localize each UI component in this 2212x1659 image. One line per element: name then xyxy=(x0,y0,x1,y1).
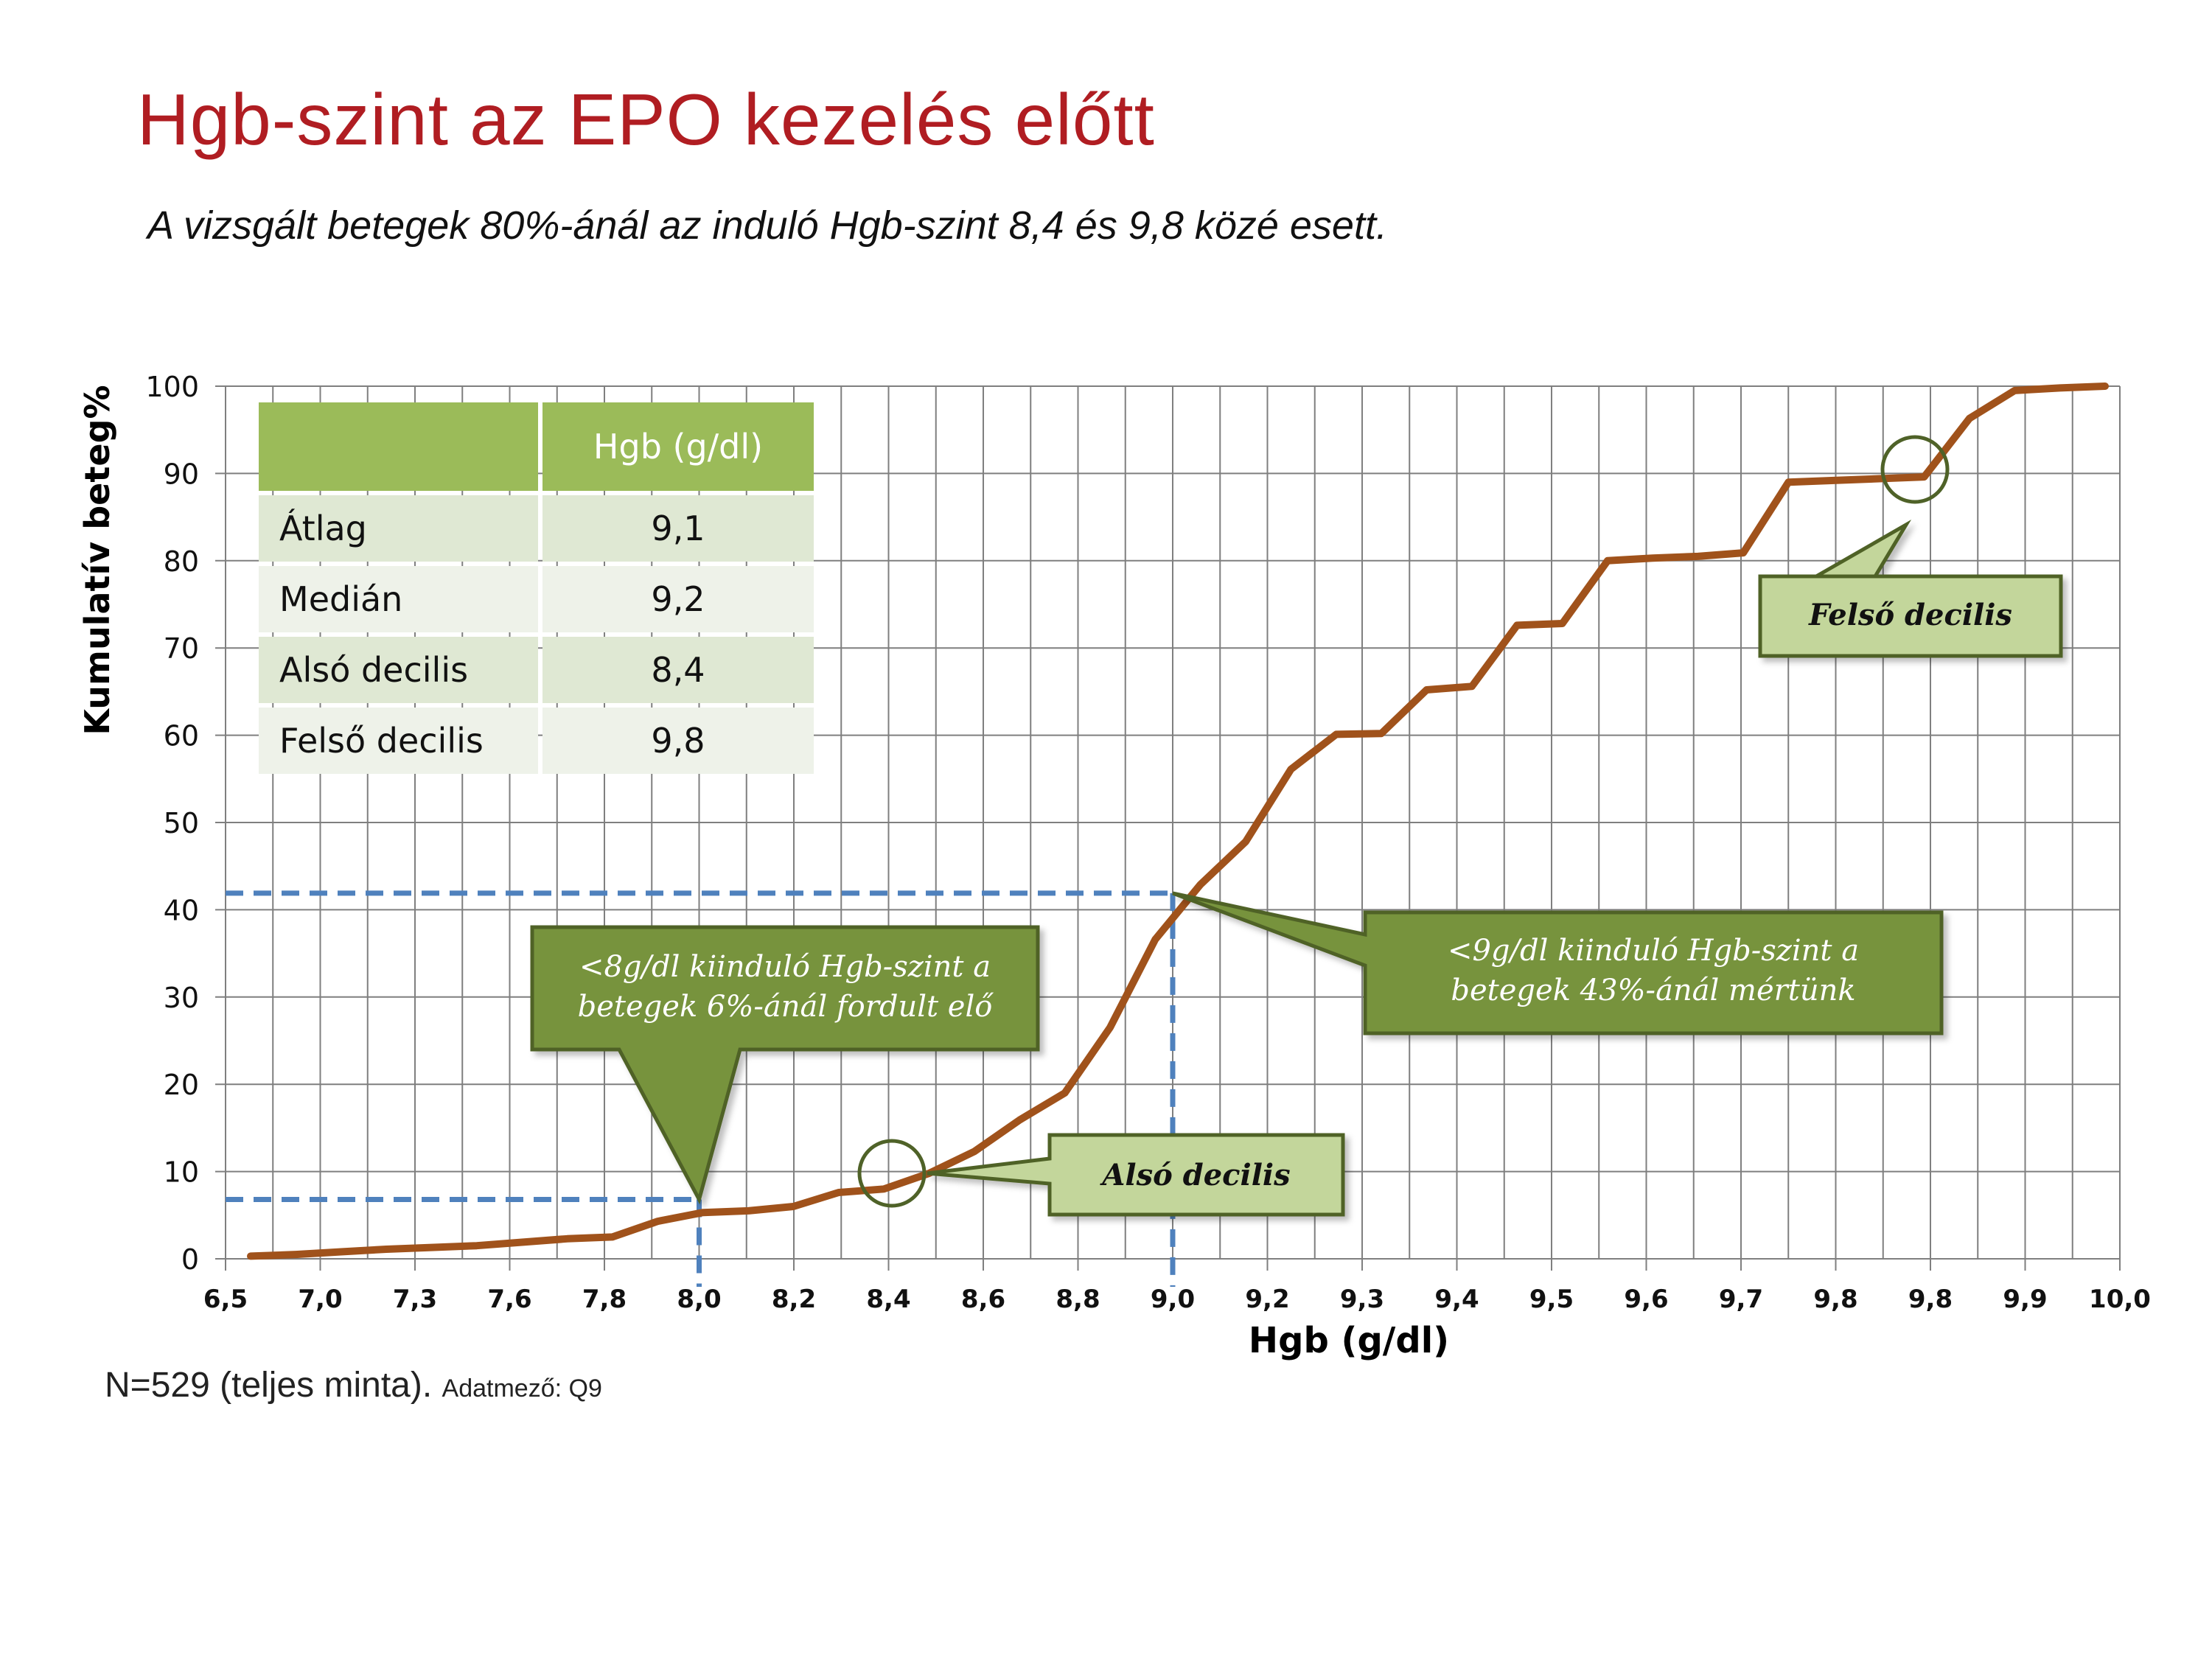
x-tick-label: 8,4 xyxy=(866,1285,910,1314)
callout-below-8-text-line: <8g/dl kiinduló Hgb-szint a xyxy=(579,950,991,984)
y-tick-label: 60 xyxy=(164,720,199,752)
stats-value: 9,8 xyxy=(542,708,814,774)
stats-table: Hgb (g/dl) Átlag 9,1 Medián 9,2 Alsó dec… xyxy=(254,398,818,778)
x-tick-label: 9,3 xyxy=(1340,1285,1384,1314)
stats-header-row: Hgb (g/dl) xyxy=(259,402,814,491)
stats-value: 9,1 xyxy=(542,495,814,562)
callout-upper-decile-text: Felső decilis xyxy=(1808,598,2012,632)
callout-below-8-text-line: betegek 6%-ánál fordult elő xyxy=(578,990,994,1024)
y-tick-label: 90 xyxy=(164,458,199,490)
stats-row-median: Medián 9,2 xyxy=(259,566,814,632)
stats-label: Alsó decilis xyxy=(259,637,538,703)
callout-below-9-text: <9g/dl kiinduló Hgb-szint a betegek 43%-á… xyxy=(1448,934,1859,1007)
stats-value: 9,2 xyxy=(542,566,814,632)
y-tick-label: 100 xyxy=(145,371,199,403)
x-tick-label: 9,6 xyxy=(1624,1285,1668,1314)
page-subtitle: A vizsgált betegek 80%-ánál az induló Hg… xyxy=(147,203,1387,248)
callout-lower-decile-text-line: Alsó decilis xyxy=(1099,1158,1290,1192)
stats-label: Átlag xyxy=(259,495,538,562)
page-title: Hgb-szint az EPO kezelés előtt xyxy=(137,79,1155,160)
y-tick-label: 0 xyxy=(181,1243,199,1276)
y-axis-label: Kumulatív beteg% xyxy=(77,385,117,735)
y-tick-label: 30 xyxy=(164,982,199,1014)
footnote: N=529 (teljes minta). Adatmező: Q9 xyxy=(105,1365,602,1405)
y-tick-label: 10 xyxy=(164,1156,199,1189)
callout-below-8-shape xyxy=(530,925,1040,1205)
x-tick-label: 9,4 xyxy=(1434,1285,1479,1314)
y-tick-label: 20 xyxy=(164,1069,199,1101)
y-tick-label: 80 xyxy=(164,545,199,578)
y-tick-label: 70 xyxy=(164,632,199,665)
y-tick-label: 50 xyxy=(164,807,199,839)
x-tick-label: 6,5 xyxy=(203,1285,248,1314)
x-tick-label: 8,8 xyxy=(1056,1285,1100,1314)
x-tick-label: 9,2 xyxy=(1245,1285,1289,1314)
stats-row-lower-decile: Alsó decilis 8,4 xyxy=(259,637,814,703)
x-tick-label: 9,9 xyxy=(2003,1285,2047,1314)
series-line xyxy=(247,383,2109,1260)
callout-upper-decile-shape xyxy=(1758,520,2063,658)
callout-lower-decile-text: Alsó decilis xyxy=(1099,1158,1290,1192)
x-tick-label: 9,8 xyxy=(1813,1285,1857,1314)
x-tick-label: 10,0 xyxy=(2089,1285,2151,1314)
callout-below-9-text-line: <9g/dl kiinduló Hgb-szint a xyxy=(1448,934,1859,968)
x-tick-label: 8,2 xyxy=(772,1285,816,1314)
x-tick-label: 7,0 xyxy=(298,1285,342,1314)
x-tick-label: 9,0 xyxy=(1151,1285,1195,1314)
x-tick-label: 7,6 xyxy=(487,1285,531,1314)
stats-row-upper-decile: Felső decilis 9,8 xyxy=(259,708,814,774)
stats-value: 8,4 xyxy=(542,637,814,703)
x-tick-label: 9,7 xyxy=(1719,1285,1763,1314)
callout-lower-decile-shape xyxy=(927,1133,1345,1217)
y-tick-label: 40 xyxy=(164,894,199,926)
stats-header-empty xyxy=(259,402,538,491)
callout-below-8-text: <8g/dl kiinduló Hgb-szint a betegek 6%-án… xyxy=(578,950,994,1024)
upper-decile-marker xyxy=(1880,435,1950,504)
x-axis-label: Hgb (g/dl) xyxy=(1249,1320,1449,1361)
x-tick-label: 7,3 xyxy=(393,1285,437,1314)
footnote-source: Adatmező: Q9 xyxy=(442,1375,602,1403)
stats-header: Hgb (g/dl) xyxy=(542,402,814,491)
x-tick-label: 8,6 xyxy=(961,1285,1005,1314)
callout-below-9-shape xyxy=(1172,891,1944,1035)
x-tick-labels: 6,5 7,0 7,3 7,6 7,8 8,0 8,2 8,4 8,6 8,8 9,0 9,2 9,3 9… xyxy=(203,1285,2151,1314)
callout-below-9-text-line: betegek 43%-ánál mértünk xyxy=(1451,974,1855,1007)
x-tick-label: 8,0 xyxy=(677,1285,721,1314)
stats-row-mean: Átlag 9,1 xyxy=(259,495,814,562)
callout-upper-decile-text-line: Felső decilis xyxy=(1808,598,2012,632)
lower-decile-marker xyxy=(857,1139,927,1208)
x-tick-label: 7,8 xyxy=(582,1285,627,1314)
y-tick-labels: 0 10 20 30 40 50 60 70 80 90 100 xyxy=(145,371,199,1276)
callouts: <8g/dl kiinduló Hgb-szint a betegek 6%-án… xyxy=(530,435,2063,1217)
x-tick-label: 9,8 xyxy=(1908,1285,1953,1314)
x-tick-label: 9,5 xyxy=(1529,1285,1574,1314)
stats-label: Felső decilis xyxy=(259,708,538,774)
stats-label: Medián xyxy=(259,566,538,632)
footnote-main: N=529 (teljes minta). xyxy=(105,1366,433,1405)
